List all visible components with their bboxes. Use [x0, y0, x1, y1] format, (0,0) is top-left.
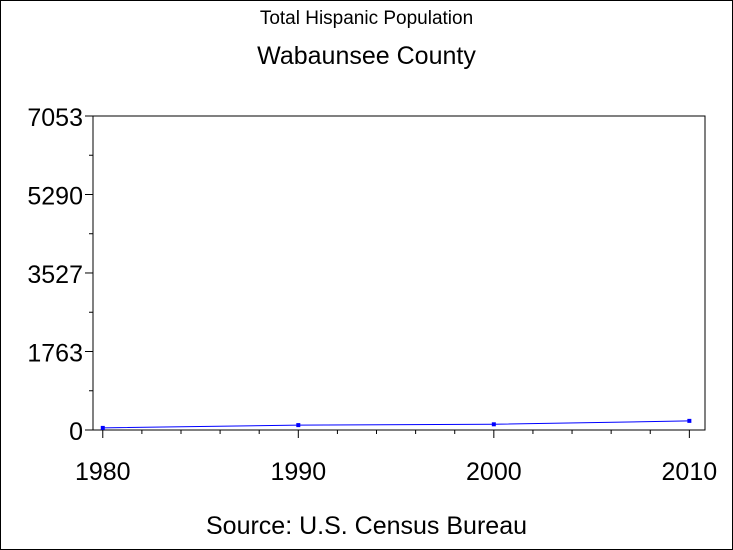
chart-title: Total Hispanic Population [259, 8, 474, 29]
y-tick-label: 3527 [27, 261, 83, 289]
chart-source: Source: U.S. Census Bureau [206, 512, 527, 540]
y-tick-label: 5290 [27, 182, 83, 210]
y-tick-label: 7053 [27, 104, 83, 132]
x-tick-label: 2000 [466, 458, 522, 486]
data-point [100, 425, 105, 430]
y-tick-label: 1763 [27, 340, 83, 368]
chart-subtitle: Wabaunsee County [257, 42, 476, 70]
x-tick-label: 1980 [75, 458, 131, 486]
data-point [296, 423, 301, 428]
plot-area [92, 115, 706, 431]
data-point [491, 422, 496, 427]
x-tick-label: 2010 [662, 458, 718, 486]
x-tick-label: 1990 [270, 458, 326, 486]
y-tick-label: 0 [69, 418, 83, 446]
data-point [687, 418, 692, 423]
series-line [102, 420, 690, 429]
